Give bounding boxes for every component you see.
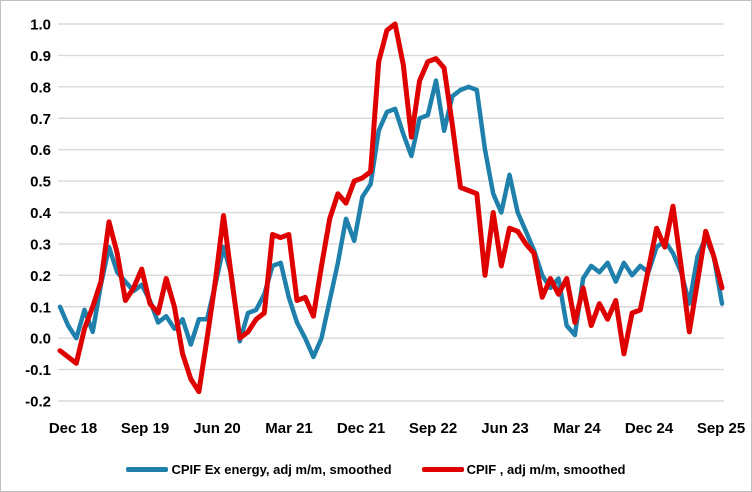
y-axis-label: 0.7	[30, 111, 51, 128]
series-line-cpif-ex-energy	[57, 78, 725, 360]
legend-item-cpif-ex-energy: CPIF Ex energy, adj m/m, smoothed	[126, 462, 392, 477]
x-axis-label: Sep 22	[409, 420, 457, 437]
x-axis-label: Mar 24	[553, 420, 601, 437]
y-axis-label: 0.0	[30, 331, 51, 348]
legend-swatch-red-line	[421, 467, 464, 472]
x-axis-label: Jun 20	[193, 420, 241, 437]
y-axis-label: 0.2	[30, 268, 51, 285]
y-axis-label: 0.8	[30, 79, 51, 96]
y-axis-label: -0.1	[25, 362, 51, 379]
x-axis-label: Jun 23	[481, 420, 529, 437]
x-axis-label: Dec 21	[337, 420, 385, 437]
legend-swatch-blue-line	[126, 467, 169, 472]
y-axis-label: -0.2	[25, 394, 51, 411]
y-axis-label: 0.3	[30, 236, 51, 253]
x-axis-label: Dec 24	[625, 420, 674, 437]
chart-legend: CPIF Ex energy, adj m/m, smoothed CPIF ,…	[1, 462, 751, 477]
y-axis-label: 1.0	[30, 17, 51, 34]
y-axis-label: 0.5	[30, 174, 51, 191]
y-axis-label: 0.1	[30, 299, 51, 316]
x-axis-label: Sep 19	[121, 420, 169, 437]
series-line-cpif	[57, 21, 725, 395]
x-axis-label: Mar 21	[265, 420, 313, 437]
legend-label-cpif-ex-energy: CPIF Ex energy, adj m/m, smoothed	[171, 462, 392, 477]
y-axis-label: 0.9	[30, 48, 51, 65]
y-axis-label: 0.4	[30, 205, 52, 222]
y-axis-label: 0.6	[30, 142, 51, 159]
x-axis-label: Dec 18	[49, 420, 97, 437]
legend-label-cpif: CPIF , adj m/m, smoothed	[466, 462, 626, 477]
legend-item-cpif: CPIF , adj m/m, smoothed	[421, 462, 626, 477]
x-axis-label: Sep 25	[697, 420, 745, 437]
